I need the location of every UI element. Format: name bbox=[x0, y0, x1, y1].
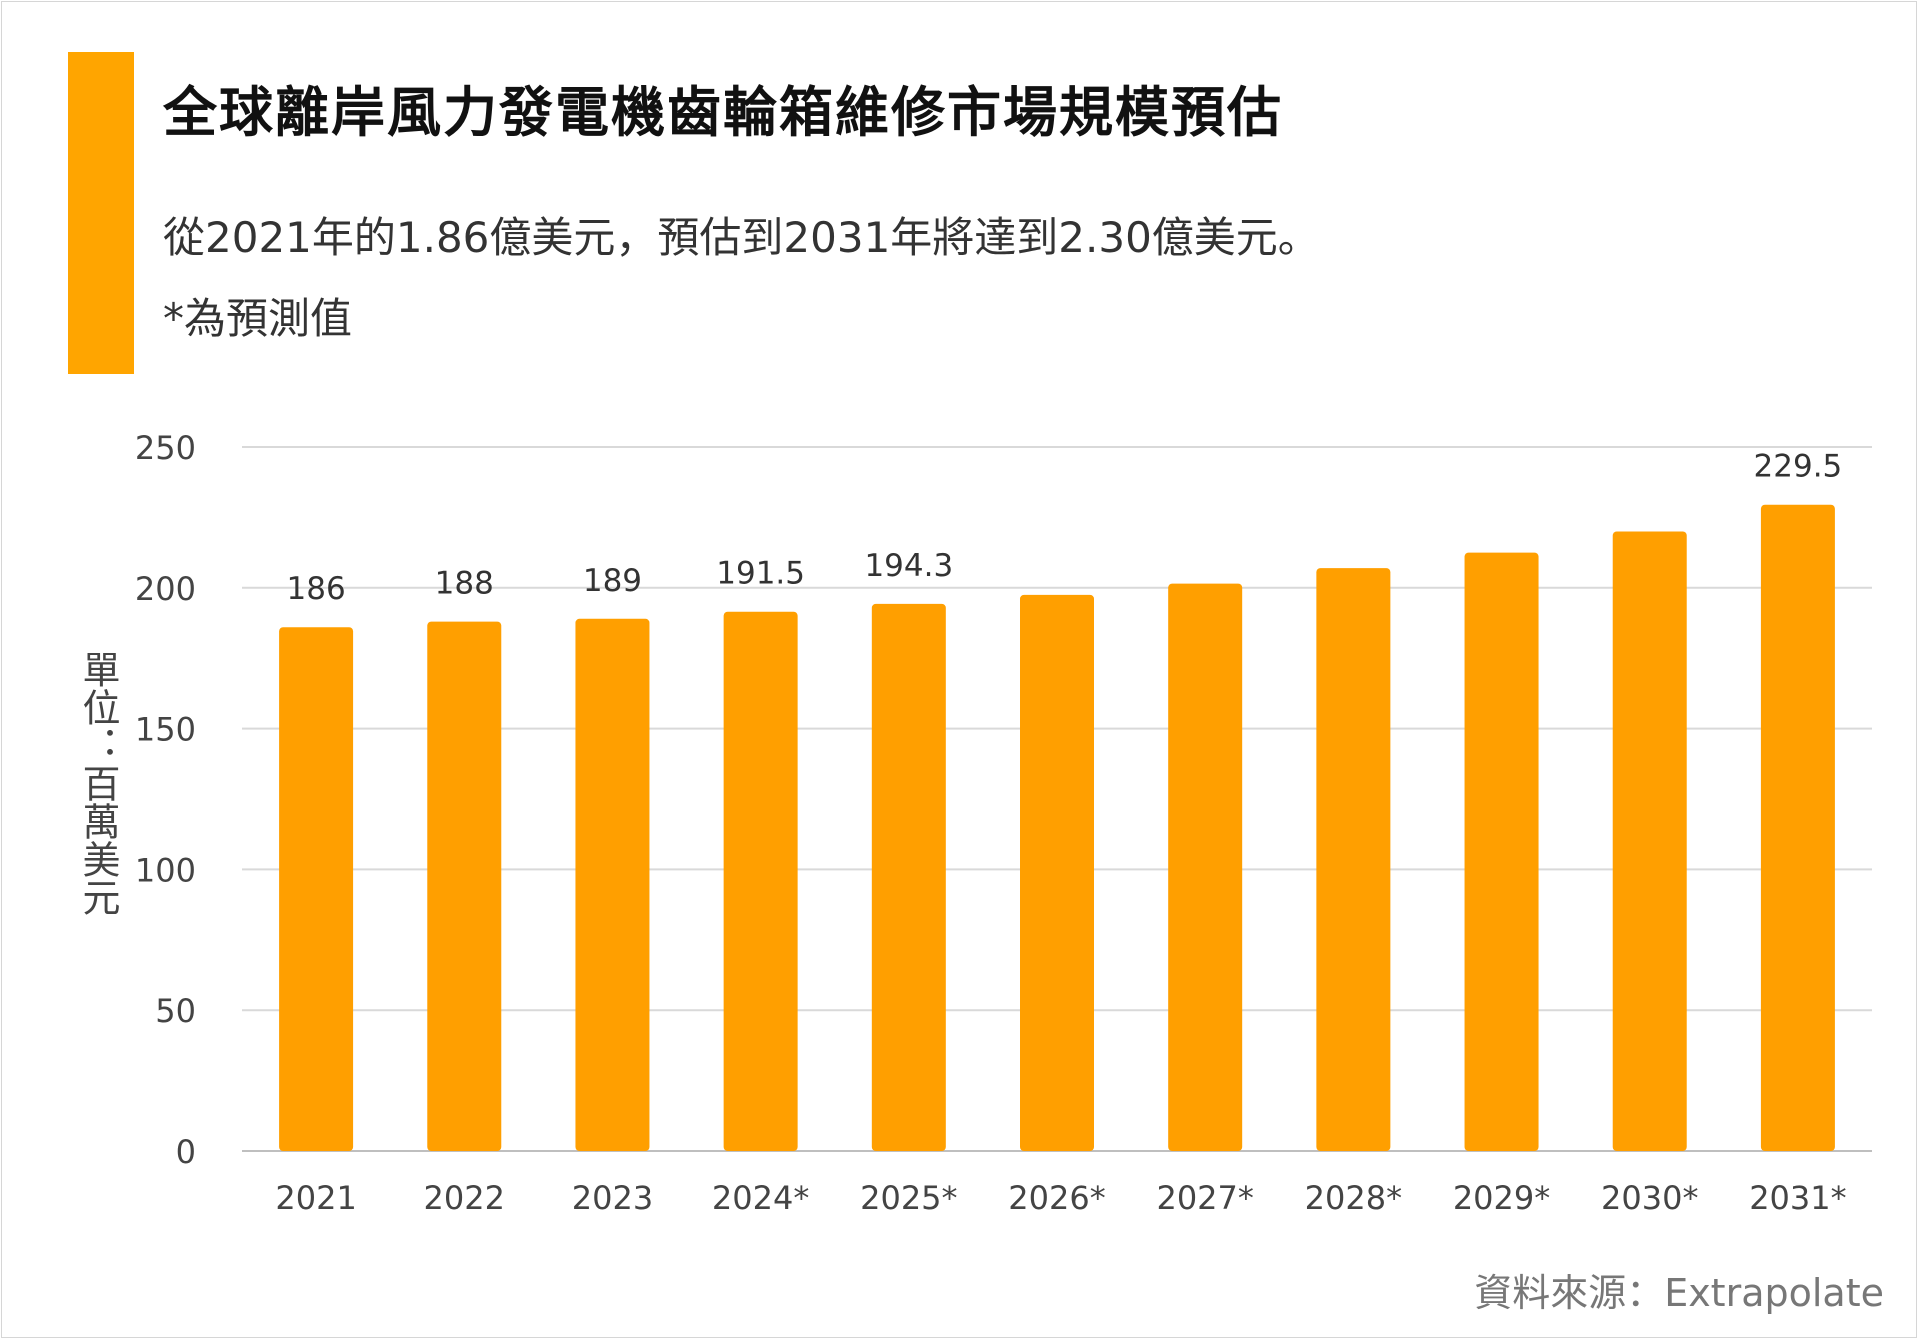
y-tick-label: 250 bbox=[135, 429, 196, 467]
chart-title: 全球離岸風力發電機齒輪箱維修市場規模預估 bbox=[163, 81, 1283, 144]
bar-2031 bbox=[1760, 504, 1835, 1151]
bar-2021 bbox=[279, 627, 354, 1151]
bar-2026 bbox=[1020, 594, 1094, 1151]
x-tick-label: 2024* bbox=[712, 1179, 809, 1217]
data-label: 186 bbox=[287, 571, 346, 607]
data-label: 194.3 bbox=[864, 548, 953, 584]
x-tick-label: 2028* bbox=[1305, 1179, 1402, 1217]
data-label: 189 bbox=[583, 563, 642, 599]
x-tick-label: 2022 bbox=[424, 1179, 505, 1217]
bar-2023 bbox=[575, 618, 650, 1151]
bar-2025 bbox=[871, 603, 946, 1151]
x-tick-label: 2026* bbox=[1008, 1179, 1105, 1217]
x-tick-label: 2029* bbox=[1453, 1179, 1550, 1217]
bar-2028 bbox=[1316, 568, 1391, 1151]
bar-2022 bbox=[427, 621, 502, 1151]
x-tick-label: 2021 bbox=[275, 1179, 356, 1217]
x-tick-label: 2025* bbox=[860, 1179, 957, 1217]
bar-2029 bbox=[1464, 552, 1539, 1151]
y-tick-label: 200 bbox=[135, 570, 196, 608]
x-tick-label: 2023 bbox=[572, 1179, 653, 1217]
x-tick-label: 2027* bbox=[1156, 1179, 1253, 1217]
data-label: 229.5 bbox=[1754, 449, 1843, 485]
title-accent-bar bbox=[68, 52, 134, 374]
y-tick-label: 50 bbox=[155, 992, 196, 1030]
x-tick-label: 2030* bbox=[1601, 1179, 1698, 1217]
bar-2027 bbox=[1168, 583, 1243, 1151]
y-tick-label: 150 bbox=[135, 711, 196, 749]
x-tick-label: 2031* bbox=[1749, 1179, 1846, 1217]
data-source: 資料來源：Extrapolate bbox=[1474, 1271, 1884, 1315]
data-label: 191.5 bbox=[716, 556, 805, 592]
forecast-note: *為預測值 bbox=[163, 294, 353, 343]
y-tick-label: 100 bbox=[135, 851, 196, 889]
bar-2024 bbox=[723, 611, 798, 1151]
data-label: 188 bbox=[435, 566, 494, 602]
y-axis-unit-label: 單位：百萬美元 bbox=[76, 650, 120, 916]
chart-subtitle: 從2021年的1.86億美元，預估到2031年將達到2.30億美元。 bbox=[163, 213, 1320, 262]
y-tick-label: 0 bbox=[176, 1133, 196, 1171]
bar-2030 bbox=[1612, 531, 1687, 1151]
